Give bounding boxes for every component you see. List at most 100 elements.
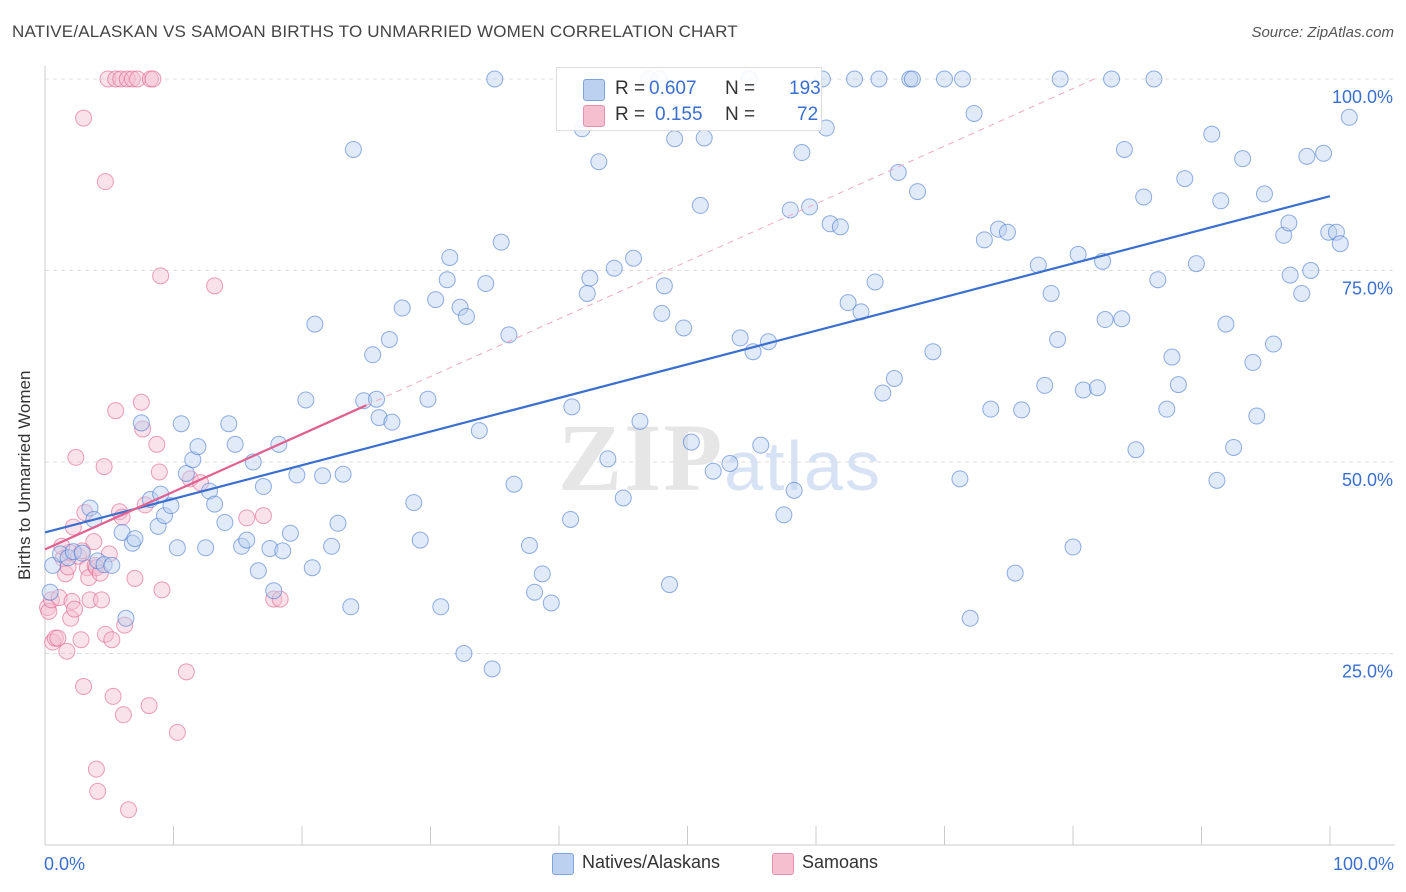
natives-point [965,104,983,122]
samoans-point [96,173,114,191]
natives-point [1036,376,1054,394]
samoans-point [123,70,141,88]
natives-point [206,495,224,513]
natives-point [1302,262,1320,279]
y-tick-label: 75.0% [1342,279,1393,299]
natives-point [344,140,362,158]
y-axis-label: Births to Unmarried Women [15,370,34,580]
samoans-point [118,70,136,88]
natives-point [961,609,979,627]
natives-point [625,249,643,267]
tick-labels: 25.0% 50.0% 75.0% 100.0% 0.0% 100.0% [44,87,1394,874]
natives-point [533,565,551,583]
y-tick-label: 25.0% [1342,662,1393,682]
samoans-point [58,642,76,660]
natives-point [1088,379,1106,397]
natives-point [254,478,272,496]
samoans-point [66,600,84,618]
watermark: ZIPatlas [558,404,882,511]
natives-point [281,524,299,542]
natives-point [951,470,969,488]
natives-point [1064,538,1082,556]
natives-point [393,299,411,317]
samoans-point [168,723,186,741]
natives-point [982,400,1000,418]
natives-point [839,294,857,312]
natives-point [903,70,921,88]
natives-point [1208,471,1226,489]
natives-point [238,531,256,549]
natives-point [1127,441,1145,459]
samoans-point [116,616,134,634]
natives-point [1113,310,1131,328]
natives-point [411,531,429,549]
natives-point [405,494,423,512]
x-tick-label: 100.0% [1333,854,1394,874]
natives-point [542,594,560,612]
natives-point [1042,284,1060,302]
samoans-point [140,697,158,715]
natives-point [486,70,504,88]
natives-point [653,304,671,322]
natives-point [303,559,321,577]
axes [44,66,1395,846]
natives-point [821,215,839,233]
natives-point [216,514,234,532]
natives-point [1281,266,1299,284]
source-label: Source: ZipAtlas.com [1251,24,1394,41]
natives-point [590,153,608,171]
natives-point [1212,192,1230,210]
samoans-point [177,663,195,681]
natives-point [184,451,202,469]
natives-point [1280,214,1298,232]
natives-point [1331,235,1349,253]
natives-point [731,329,749,347]
natives-point [432,598,450,616]
natives-point [483,660,501,678]
natives-point [41,583,59,601]
natives-point [775,506,793,524]
legend-n-label: N = [725,104,756,125]
stats-legend: R = 0.607 N = 193 R = 0.155 N = 72 [556,67,822,131]
natives-point [581,269,599,287]
natives-legend-label: Natives/Alaskans [582,852,721,872]
samoans-point [254,507,272,525]
samoans-point [75,109,93,127]
natives-point [368,390,386,408]
natives-point [924,343,942,361]
natives-point [314,467,332,485]
samoans-points [39,70,289,819]
natives-point [117,609,135,627]
natives-point [132,414,150,432]
natives-point [123,534,141,552]
samoans-swatch [583,105,605,127]
legend-n-value: 193 [789,78,821,99]
natives-point [1096,311,1114,329]
natives-point [1115,140,1133,158]
legend-n-label: N = [725,78,756,99]
samoans-point [132,393,150,411]
samoans-point [153,581,171,599]
samoans-point [271,590,289,608]
natives-points [41,70,1358,678]
samoans-point [129,70,147,88]
natives-point [1234,150,1252,168]
natives-point [51,545,69,563]
samoans-point [150,463,168,481]
natives-swatch [552,853,574,875]
natives-point [477,275,495,293]
natives-point [220,415,238,433]
natives-point [1176,170,1194,188]
natives-point [1135,188,1153,206]
natives-point [197,539,215,557]
natives-point [614,489,632,507]
natives-point [126,530,144,548]
samoans-point [134,420,152,438]
natives-swatch [583,79,605,101]
natives-point [599,450,617,468]
samoans-point [81,591,99,609]
natives-point [427,291,445,309]
samoans-legend-label: Samoans [802,852,879,872]
natives-point [998,223,1016,241]
samoans-point [126,569,144,587]
